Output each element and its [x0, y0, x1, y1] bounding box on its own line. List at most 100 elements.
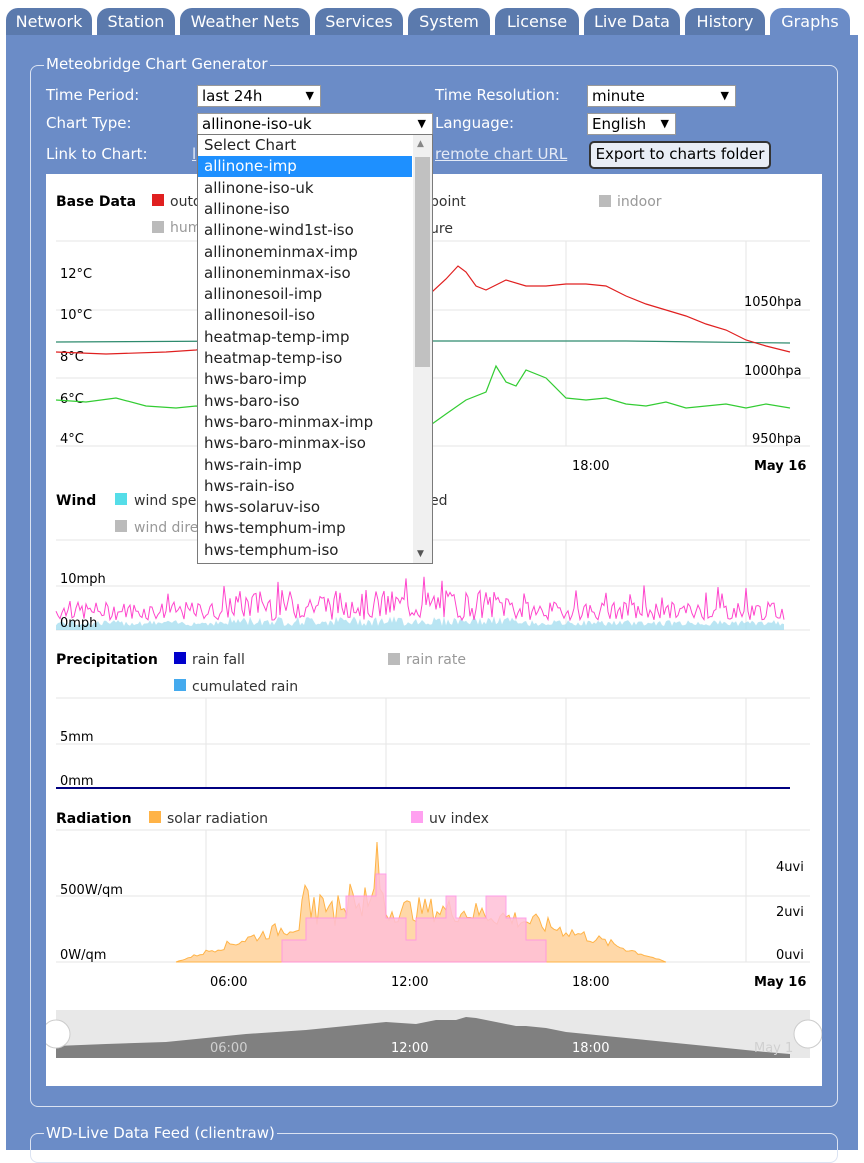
precip-ytick-0: 0mm: [60, 774, 94, 789]
tab-bar: Network Station Weather Nets Services Sy…: [0, 0, 864, 36]
legend-rain-fall-swatch: [174, 652, 186, 664]
base-ytick-10: 10°C: [60, 308, 92, 323]
dropdown-option[interactable]: hws-baro-minmax-imp: [204, 412, 374, 431]
legend-indoor: indoor: [617, 194, 662, 210]
legend-rain-rate: rain rate: [406, 652, 466, 668]
legend-uv: uv index: [429, 811, 489, 827]
legend-rain-rate-swatch: [388, 653, 400, 665]
dropdown-option[interactable]: heatmap-temp-iso: [204, 349, 343, 367]
dropdown-option[interactable]: hws-rain-imp: [204, 455, 302, 474]
wind-gridlines: [56, 539, 810, 631]
language-select[interactable]: English ▼: [587, 113, 676, 135]
base-gridlines: [56, 240, 810, 447]
dropdown-option[interactable]: Select Chart: [204, 136, 297, 154]
legend-uv-swatch: [411, 811, 423, 823]
legend-wind-dir: wind dire: [134, 520, 198, 536]
nav-xtick-may: May 1: [754, 1041, 793, 1056]
export-to-charts-folder-button[interactable]: Export to charts folder: [589, 141, 771, 169]
rad-ytick-4uvi: 4uvi: [776, 860, 804, 875]
dropdown-option[interactable]: heatmap-temp-imp: [204, 327, 350, 346]
scroll-up-icon[interactable]: ▲: [417, 139, 424, 149]
navigator-right-handle[interactable]: [793, 1019, 823, 1049]
wind-ytick-0: 0mph: [60, 616, 97, 631]
rad-xtick-06: 06:00: [210, 975, 247, 990]
scroll-down-icon[interactable]: ▼: [417, 549, 424, 559]
uv-index-area: [281, 873, 547, 963]
legend-outdoor: outo: [170, 194, 202, 210]
chart-type-dropdown-list[interactable]: Select Chart allinone-imp allinone-iso-uk a…: [197, 134, 433, 564]
tab-graphs[interactable]: Graphs: [770, 8, 850, 36]
chart-link[interactable]: l: [192, 145, 197, 163]
wind-gust-line: [55, 576, 785, 622]
precip-ytick-5: 5mm: [60, 730, 94, 745]
precip-title: Precipitation: [56, 652, 158, 668]
chart-generator-legend: Meteobridge Chart Generator: [44, 55, 270, 73]
nav-xtick-06: 06:00: [210, 1041, 247, 1056]
tab-history[interactable]: History: [685, 8, 765, 36]
dropdown-option[interactable]: hws-baro-minmax-iso: [204, 434, 366, 453]
base-ytick-12: 12°C: [60, 267, 92, 282]
base-data-title: Base Data: [56, 194, 136, 210]
base-ytick-8: 8°C: [60, 350, 84, 365]
legend-wind-dir-swatch: [115, 520, 127, 532]
dropdown-scrollbar[interactable]: ▲ ▼: [413, 135, 432, 563]
legend-wind-speed-swatch: [115, 493, 127, 505]
dropdown-option[interactable]: allinoneminmax-imp: [204, 242, 358, 261]
solar-radiation-area: [175, 841, 667, 963]
tab-services[interactable]: Services: [315, 8, 403, 36]
navigator-area: [56, 1017, 790, 1058]
navigator-left-handle[interactable]: [41, 1019, 71, 1049]
dropdown-option[interactable]: hws-baro-iso: [204, 391, 300, 410]
legend-outdoor-swatch: [152, 194, 164, 206]
dropdown-option[interactable]: hws-temphum-imp: [204, 519, 346, 538]
dropdown-option[interactable]: allinone-iso: [204, 199, 290, 218]
wd-live-legend: WD-Live Data Feed (clientraw): [44, 1124, 277, 1142]
dropdown-option[interactable]: allinone-wind1st-iso: [204, 221, 354, 240]
dropdown-option[interactable]: allinonesoil-iso: [204, 306, 316, 325]
legend-humidity: hum: [170, 220, 201, 236]
legend-solar: solar radiation: [167, 811, 268, 827]
wind-ytick-10: 10mph: [60, 572, 106, 587]
wind-speed-area: [56, 616, 784, 630]
tab-network[interactable]: Network: [6, 8, 92, 36]
legend-rain-fall: rain fall: [192, 652, 245, 668]
tab-system[interactable]: System: [408, 8, 490, 36]
dropdown-scroll-thumb[interactable]: [415, 157, 430, 367]
chart-type-select[interactable]: allinone-iso-uk ▼: [197, 113, 433, 135]
remote-chart-url-link[interactable]: remote chart URL: [435, 145, 568, 163]
dropdown-option[interactable]: hws-baro-imp: [204, 370, 307, 389]
legend-humidity-swatch: [152, 221, 164, 233]
dropdown-option[interactable]: allinonesoil-imp: [204, 285, 323, 304]
dropdown-option[interactable]: hws-temphum-iso: [204, 540, 339, 559]
dropdown-option[interactable]: allinone-imp: [198, 156, 412, 178]
time-resolution-label: Time Resolution:: [435, 86, 560, 104]
legend-dewpoint: point: [430, 194, 466, 210]
precip-gridlines: [56, 697, 810, 788]
dropdown-option[interactable]: allinoneminmax-iso: [204, 263, 351, 282]
chart-image: Base Data outo point indoor hum ure 12°C…: [41, 174, 823, 1086]
rad-xtick-12: 12:00: [391, 975, 428, 990]
chart-generator-group: [30, 65, 838, 1107]
dropdown-option[interactable]: hws-rain-iso: [204, 476, 295, 495]
base-ytick-6: 6°C: [60, 392, 84, 407]
nav-xtick-12: 12:00: [391, 1041, 428, 1056]
legend-wind-gust: ed: [430, 493, 448, 509]
tab-live-data[interactable]: Live Data: [584, 8, 680, 36]
rad-ytick-500: 500W/qm: [60, 883, 123, 898]
tab-station[interactable]: Station: [97, 8, 175, 36]
dropdown-option[interactable]: allinone-iso-uk: [204, 178, 314, 197]
rad-xtick-may16: May 16: [754, 975, 806, 990]
tab-weather-nets[interactable]: Weather Nets: [180, 8, 310, 36]
link-to-chart-label: Link to Chart:: [46, 145, 148, 163]
rad-ytick-2uvi: 2uvi: [776, 905, 804, 920]
chart-type-label: Chart Type:: [46, 114, 132, 132]
dropdown-option[interactable]: hws-solaruv-iso: [204, 498, 321, 517]
base-ytick-1000: 1000hpa: [744, 364, 802, 379]
rad-ytick-0: 0W/qm: [60, 948, 106, 963]
time-period-select[interactable]: last 24h ▼: [197, 85, 321, 107]
wind-title: Wind: [56, 493, 96, 509]
time-resolution-select[interactable]: minute ▼: [587, 85, 736, 107]
time-period-label: Time Period:: [46, 86, 140, 104]
tab-license[interactable]: License: [495, 8, 579, 36]
rad-xtick-18: 18:00: [572, 975, 609, 990]
